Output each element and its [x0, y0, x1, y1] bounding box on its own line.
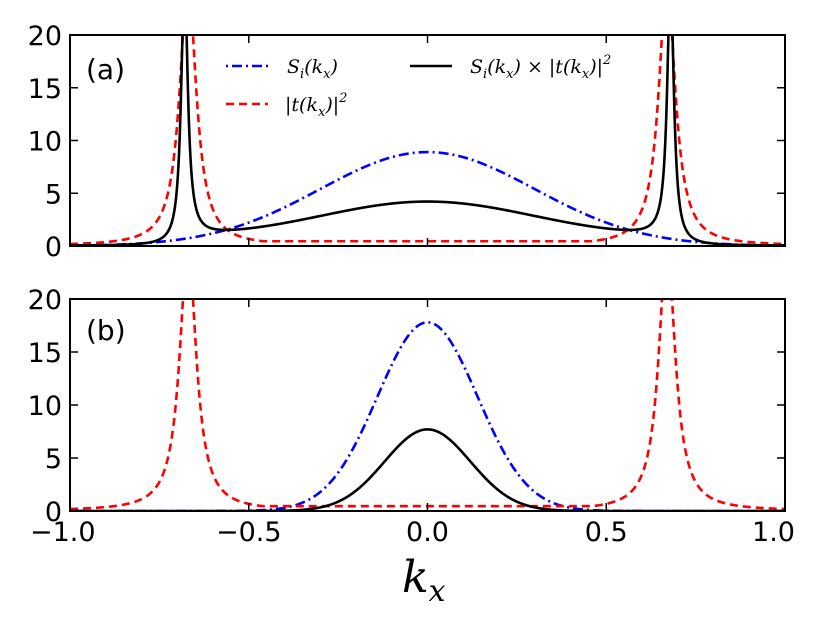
legend-entry-t: |t(kx)|2	[226, 91, 347, 120]
x-axis-label: kx	[402, 552, 446, 609]
x-tick-label: −1.0	[30, 517, 96, 548]
legend-label-t: |t(kx)|2	[285, 91, 347, 120]
panel-b-frame	[70, 299, 785, 511]
legend-label-si: Si(kx)	[287, 56, 338, 82]
panel-b-series-2-line	[70, 429, 785, 511]
legend-label-product: Si(kx) × |t(kx)|2	[470, 53, 611, 82]
x-tick-label: −0.5	[216, 517, 282, 548]
legend-entry-si: Si(kx)	[226, 56, 338, 82]
panel-a-label: (a)	[86, 53, 125, 86]
panel-a-y-tick-label: 20	[28, 21, 62, 52]
legend-entry-product: Si(kx) × |t(kx)|2	[410, 53, 611, 82]
x-tick-label: 1.0	[752, 517, 795, 548]
legend: Si(kx) |t(kx)|2 Si(kx) × |t(kx)|2	[226, 53, 611, 120]
panel-a: 0 5 10 15 20 (a) Si(kx) |t(kx)|2 Si(kx) × |t…	[28, 0, 785, 263]
panel-a-y-tick-label: 10	[28, 127, 62, 158]
panel-a-y-tick-label: 0	[45, 232, 62, 263]
x-tick-label: 0.5	[585, 517, 628, 548]
panel-b-y-tick-label: 20	[28, 285, 62, 316]
x-tick-label: 0.0	[406, 517, 449, 548]
figure: 0 5 10 15 20 (a) Si(kx) |t(kx)|2 Si(kx) × |t…	[0, 0, 830, 623]
panel-b-series	[70, 246, 785, 511]
panel-b-series-1-line	[70, 246, 785, 509]
panel-b-y-tick-label: 5	[45, 444, 62, 475]
panel-b-label: (b)	[86, 314, 126, 347]
panel-b-y-tick-label: 15	[28, 338, 62, 369]
panel-b-series-0-line	[70, 322, 785, 511]
panel-b-y-tick-label: 10	[28, 391, 62, 422]
panel-a-y-axis: 0 5 10 15 20	[28, 21, 785, 263]
chart-svg: 0 5 10 15 20 (a) Si(kx) |t(kx)|2 Si(kx) × |t…	[0, 0, 830, 623]
panel-a-y-tick-label: 15	[28, 74, 62, 105]
panel-a-y-tick-label: 5	[45, 179, 62, 210]
